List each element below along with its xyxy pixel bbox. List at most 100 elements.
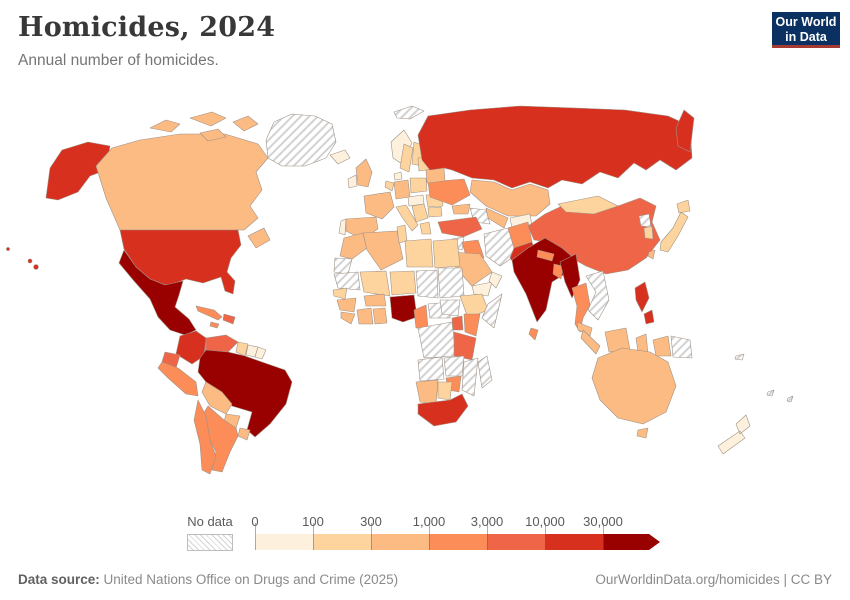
country-vanuatu[interactable]: [766, 389, 775, 397]
legend-bin-300-1,000[interactable]: [371, 534, 429, 550]
country-oman[interactable]: [488, 271, 503, 289]
country-uruguay[interactable]: [237, 427, 251, 441]
country-guinea[interactable]: [336, 297, 357, 313]
country-north-korea[interactable]: [638, 213, 652, 228]
country-portugal[interactable]: [338, 218, 347, 236]
country-tanzania[interactable]: [453, 331, 477, 361]
legend-bin-3,000-10,000[interactable]: [487, 534, 545, 550]
country-hawaii[interactable]: [33, 264, 39, 270]
country-ireland[interactable]: [347, 174, 358, 189]
country-iran[interactable]: [483, 227, 519, 267]
country-indonesia-sumatra[interactable]: [580, 329, 601, 355]
country-peru[interactable]: [157, 361, 199, 397]
data-source-line[interactable]: Data source: United Nations Office on Dr…: [18, 572, 398, 587]
country-sri-lanka[interactable]: [528, 327, 539, 341]
country-zambia[interactable]: [443, 355, 465, 377]
country-canada[interactable]: [95, 133, 269, 231]
legend-bin-30,000+[interactable]: [603, 534, 649, 550]
country-uganda[interactable]: [451, 315, 464, 331]
country-madagascar[interactable]: [477, 355, 493, 389]
country-yemen[interactable]: [471, 281, 493, 297]
country-france[interactable]: [363, 191, 395, 220]
country-united-kingdom[interactable]: [355, 158, 373, 188]
legend-bin-10,000-30,000[interactable]: [545, 534, 603, 550]
country-egypt[interactable]: [432, 238, 461, 269]
country-solomon-islands[interactable]: [734, 353, 745, 361]
country-canada-east[interactable]: [247, 227, 271, 249]
country-germany[interactable]: [393, 179, 411, 200]
country-poland[interactable]: [409, 177, 428, 194]
owid-logo[interactable]: Our World in Data: [772, 12, 840, 48]
country-caucasus[interactable]: [451, 203, 471, 215]
country-burkina-faso[interactable]: [363, 293, 387, 307]
data-source-text[interactable]: United Nations Office on Drugs and Crime…: [99, 572, 399, 587]
country-venezuela[interactable]: [205, 334, 239, 353]
country-bangladesh[interactable]: [552, 263, 564, 280]
country-turkey[interactable]: [437, 216, 483, 238]
legend-bin-100-300[interactable]: [313, 534, 371, 550]
country-senegal[interactable]: [332, 287, 348, 300]
country-iceland[interactable]: [329, 149, 351, 165]
country-algeria[interactable]: [362, 230, 404, 271]
country-south-africa[interactable]: [417, 393, 469, 427]
country-hawaii[interactable]: [6, 247, 10, 251]
country-dr-congo[interactable]: [417, 321, 457, 359]
country-somalia[interactable]: [481, 293, 503, 329]
country-belarus[interactable]: [425, 167, 446, 184]
country-japan[interactable]: [659, 199, 691, 253]
country-cuba[interactable]: [195, 305, 223, 321]
country-chile[interactable]: [193, 399, 217, 475]
country-mozambique[interactable]: [461, 357, 479, 397]
country-botswana[interactable]: [437, 381, 453, 401]
legend-color-bar[interactable]: 0 100 300 1,000 3,000 10,000 30,000: [251, 514, 667, 552]
country-french-guiana[interactable]: [254, 346, 267, 360]
country-canada-islands[interactable]: [149, 111, 259, 142]
country-mauritania[interactable]: [333, 271, 361, 291]
country-brazil[interactable]: [197, 349, 293, 438]
country-fiji[interactable]: [786, 395, 794, 403]
country-ukraine[interactable]: [427, 178, 471, 206]
country-indonesia-papua[interactable]: [652, 335, 672, 357]
country-russia[interactable]: [417, 105, 693, 189]
country-mali[interactable]: [359, 270, 391, 297]
country-laos-vietnam-cambodia[interactable]: [585, 270, 610, 321]
country-philippines[interactable]: [634, 281, 655, 325]
legend-bin-0-100[interactable]: [255, 534, 313, 550]
country-australia[interactable]: [591, 347, 677, 425]
country-tasmania[interactable]: [636, 427, 649, 439]
country-jamaica[interactable]: [209, 321, 220, 329]
country-south-sudan[interactable]: [439, 299, 461, 317]
country-greenland[interactable]: [265, 113, 337, 167]
country-taiwan[interactable]: [647, 249, 656, 260]
country-mexico[interactable]: [118, 249, 197, 336]
country-morocco[interactable]: [339, 232, 368, 260]
country-svalbard[interactable]: [393, 105, 425, 120]
country-greece[interactable]: [419, 221, 432, 235]
country-niger[interactable]: [389, 270, 417, 296]
country-hawaii[interactable]: [27, 258, 33, 264]
country-kenya[interactable]: [463, 313, 481, 337]
country-chad[interactable]: [415, 269, 439, 299]
country-sudan[interactable]: [437, 267, 465, 299]
country-russia-kamchatka[interactable]: [675, 109, 695, 153]
country-benelux[interactable]: [384, 180, 395, 192]
country-nigeria[interactable]: [389, 294, 418, 323]
country-namibia[interactable]: [415, 379, 439, 405]
country-sierra-leone-liberia[interactable]: [340, 311, 356, 325]
country-angola[interactable]: [417, 356, 445, 382]
no-data-swatch[interactable]: [187, 534, 233, 551]
country-papua-new-guinea[interactable]: [670, 335, 693, 359]
country-libya[interactable]: [404, 238, 434, 268]
country-mongolia[interactable]: [557, 195, 619, 215]
country-ivory-coast[interactable]: [356, 307, 374, 325]
country-malaysia[interactable]: [576, 321, 593, 337]
country-new-zealand[interactable]: [717, 414, 751, 455]
footer-link[interactable]: OurWorldinData.org/homicides | CC BY: [595, 572, 832, 587]
country-sweden[interactable]: [399, 143, 414, 173]
country-nepal[interactable]: [536, 249, 555, 262]
country-bulgaria[interactable]: [427, 206, 443, 218]
country-denmark[interactable]: [393, 171, 403, 181]
country-kazakhstan[interactable]: [469, 179, 551, 217]
country-tunisia[interactable]: [396, 224, 408, 244]
legend-bin-1,000-3,000[interactable]: [429, 534, 487, 550]
